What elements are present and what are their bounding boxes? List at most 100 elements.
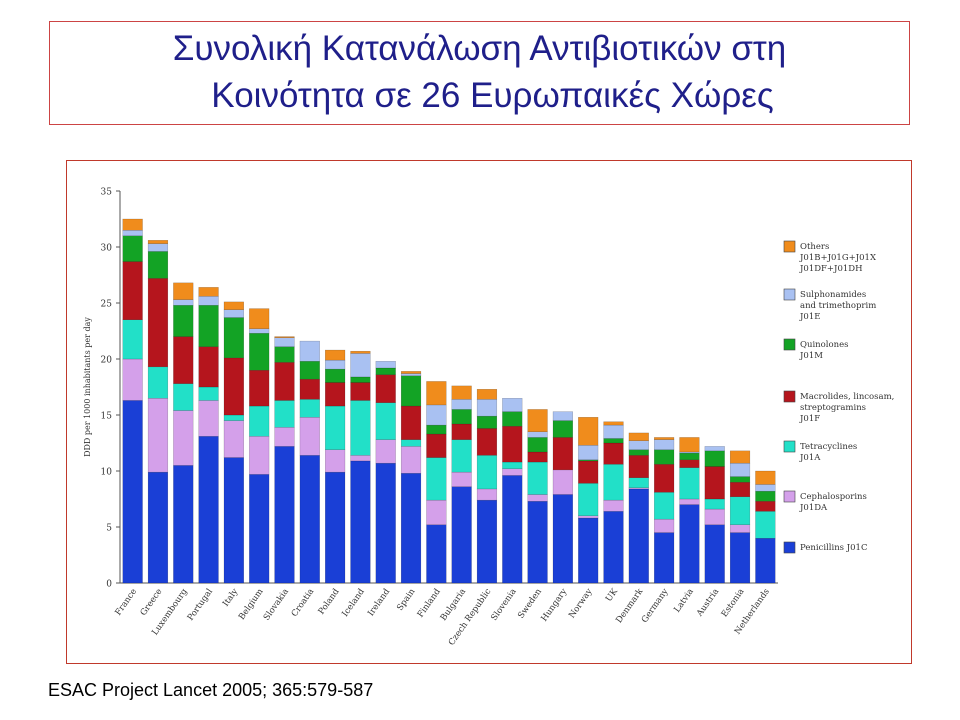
bar-segment	[603, 499, 624, 512]
bar-segment	[274, 337, 295, 347]
title-line-1: Συνολική Κατανάλωση Αντιβιοτικών στη	[172, 29, 787, 68]
legend-label: Others	[800, 242, 829, 252]
bar-segment	[249, 405, 270, 437]
bar-segment	[173, 299, 194, 306]
bar-segment	[400, 371, 422, 374]
bar-segment	[729, 462, 751, 477]
bar-segment	[603, 424, 624, 439]
bar-segment	[704, 466, 725, 500]
bar-segment	[426, 381, 447, 406]
category-label: France	[114, 587, 140, 618]
bar-segment	[502, 426, 523, 463]
bar-segment	[426, 457, 447, 501]
legend-swatch	[783, 288, 796, 301]
bar-segment	[628, 440, 649, 450]
bar-segment	[729, 532, 751, 584]
legend-label: J01A	[799, 453, 821, 463]
bar-segment	[122, 358, 143, 401]
bar-segment	[299, 417, 320, 456]
bar-segment	[679, 459, 700, 468]
bar-segment	[451, 423, 472, 440]
bar-segment	[552, 469, 573, 495]
bar-segment	[679, 467, 700, 500]
bar-segment	[400, 473, 422, 584]
bar-segment	[704, 446, 725, 452]
bar-segment	[603, 464, 624, 501]
bar-segment	[603, 438, 624, 444]
bar-segment	[654, 449, 675, 465]
category-label: Ireland	[366, 587, 392, 619]
bar-segment	[654, 464, 675, 493]
bar-segment	[603, 511, 624, 584]
bar-segment	[122, 319, 143, 360]
bar-segment	[704, 450, 725, 467]
bar-segment	[299, 378, 320, 400]
bar-segment	[527, 431, 548, 438]
bar-segment	[552, 411, 573, 421]
bar-segment	[325, 368, 346, 383]
bar-segment	[451, 471, 472, 487]
bar-segment	[122, 235, 143, 262]
bar-segment	[274, 446, 295, 584]
category-label: Iceland	[340, 587, 367, 619]
bar-segment	[704, 508, 725, 525]
bar-segment	[755, 490, 776, 502]
title-box: Συνολική Κατανάλωση Αντιβιοτικών στη Κοι…	[49, 21, 910, 125]
bar-segment	[729, 450, 751, 464]
bar-segment	[527, 437, 548, 453]
chart-frame: 0 5 10 15 20 25 30 35 DDD per 1000 inhabitants p…	[66, 160, 912, 664]
bar-segment	[147, 240, 169, 244]
bar-segment	[502, 475, 523, 584]
legend-swatch	[783, 440, 796, 453]
y-axis-label: DDD per 1000 inhabitants per day	[83, 317, 92, 457]
bar-segment	[755, 501, 776, 512]
bar-segment	[375, 361, 396, 369]
bar-segment	[755, 484, 776, 492]
bar-segment	[552, 494, 573, 584]
bar-segment	[173, 305, 194, 337]
bar-segment	[325, 359, 346, 370]
bar-segment	[552, 420, 573, 438]
bar-segment	[451, 439, 472, 473]
bar-segment	[173, 465, 194, 584]
bar-segment	[578, 515, 599, 519]
title-line-2: Κοινότητα σε 26 Ευρωπαικές Χώρες	[211, 76, 774, 115]
bar-segment	[603, 421, 624, 426]
bar-segment	[729, 496, 751, 525]
bar-segment	[274, 346, 295, 363]
bar-segment	[704, 524, 725, 584]
legend-label: Tetracyclines	[800, 442, 857, 452]
bar-segment	[299, 455, 320, 584]
bar-segment	[729, 524, 751, 533]
y-tick-label: 15	[101, 412, 113, 422]
bar-segment	[628, 477, 649, 489]
legend-swatch	[783, 541, 796, 554]
bar-segment	[350, 382, 371, 401]
category-label: Greece	[139, 587, 165, 618]
legend-label: J01M	[799, 351, 823, 361]
bar-segment	[502, 397, 523, 412]
bar-segment	[400, 439, 422, 447]
legend-swatch	[783, 490, 796, 503]
legend-swatch	[783, 240, 796, 253]
bar-segment	[173, 282, 194, 300]
legend-label: Cephalosporins	[800, 492, 867, 502]
bar-segment	[755, 511, 776, 539]
bar-segment	[223, 357, 244, 416]
bar-segment	[223, 317, 244, 359]
bar-segment	[603, 442, 624, 465]
bar-segment	[274, 427, 295, 447]
bar-segment	[729, 482, 751, 497]
bar-segment	[628, 449, 649, 456]
bar-segment	[375, 462, 396, 584]
bar-segment	[527, 409, 548, 432]
bar-segment	[223, 414, 244, 421]
y-tick-label: 5	[106, 524, 112, 534]
bar-segment	[476, 415, 498, 429]
legend-label: Sulphonamides	[800, 290, 866, 300]
bar-segment	[375, 439, 396, 464]
category-label: Norway	[567, 587, 595, 621]
bar-segment	[350, 455, 371, 462]
bar-segment	[400, 373, 422, 376]
bar-segment	[122, 261, 143, 320]
